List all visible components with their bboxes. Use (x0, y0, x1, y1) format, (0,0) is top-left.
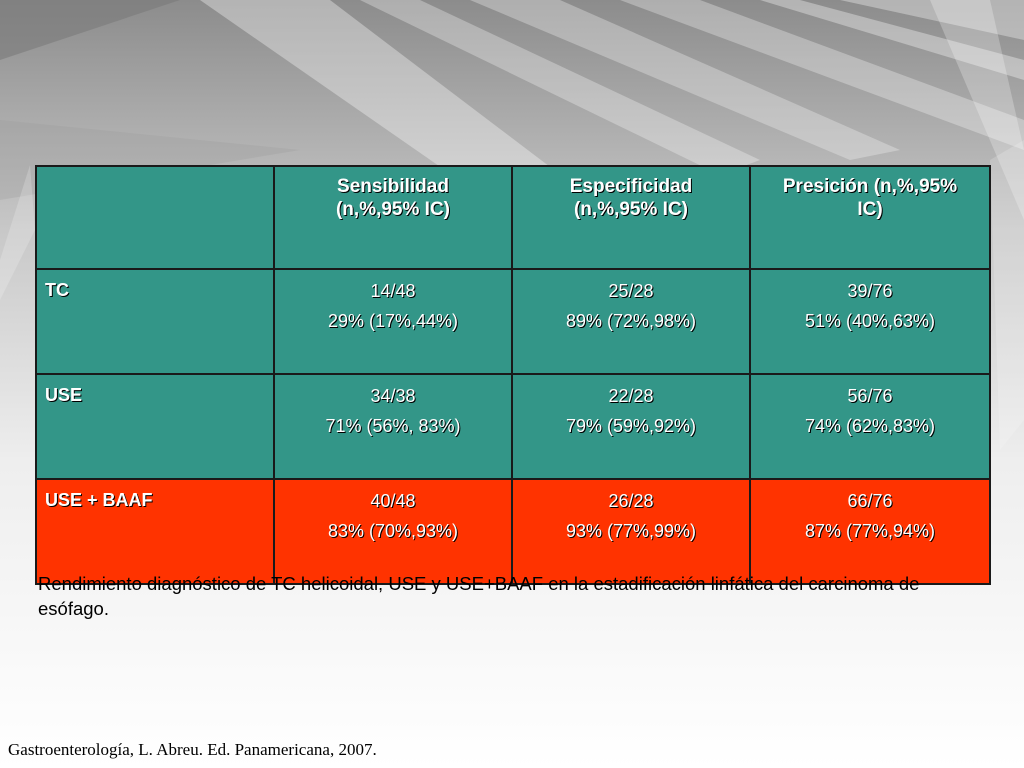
cell-count: 40/48 (370, 491, 416, 511)
cell-especificidad: 26/28 93% (77%,99%) (511, 478, 751, 585)
cell-count: 39/76 (847, 281, 893, 301)
header-empty-cell (35, 165, 275, 270)
row-label: TC (35, 268, 275, 375)
cell-sensibilidad: 34/38 71% (56%, 83%) (273, 373, 513, 480)
cell-percentage: 29% (17%,44%) (327, 311, 459, 331)
cell-percentage: 79% (59%,92%) (565, 416, 697, 436)
cell-percentage: 89% (72%,98%) (565, 311, 697, 331)
cell-count: 56/76 (847, 386, 893, 406)
table-row-use: USE 34/38 71% (56%, 83%) 22/28 79% (59%,… (35, 373, 991, 480)
header-line: IC) (857, 199, 883, 220)
table-caption: Rendimiento diagnóstico de TC helicoidal… (38, 573, 920, 619)
cell-percentage: 74% (62%,83%) (804, 416, 936, 436)
cell-sensibilidad: 14/48 29% (17%,44%) (273, 268, 513, 375)
header-especificidad: Especificidad (n,%,95% IC) (511, 165, 751, 270)
table-header-row: Sensibilidad (n,%,95% IC) Especificidad … (35, 165, 991, 270)
cell-count: 34/38 (370, 386, 416, 406)
header-sensibilidad: Sensibilidad (n,%,95% IC) (273, 165, 513, 270)
cell-presicion: 39/76 51% (40%,63%) (749, 268, 991, 375)
cell-especificidad: 22/28 79% (59%,92%) (511, 373, 751, 480)
header-line: Presición (n,%,95% (782, 176, 958, 197)
cell-presicion: 56/76 74% (62%,83%) (749, 373, 991, 480)
cell-sensibilidad: 40/48 83% (70%,93%) (273, 478, 513, 585)
cell-percentage: 83% (70%,93%) (327, 521, 459, 541)
header-line: Sensibilidad (337, 176, 449, 197)
cell-count: 14/48 (370, 281, 416, 301)
table-row-tc: TC 14/48 29% (17%,44%) 25/28 89% (72%,98… (35, 268, 991, 375)
cell-presicion: 66/76 87% (77%,94%) (749, 478, 991, 585)
header-presicion: Presición (n,%,95% IC) (749, 165, 991, 270)
row-label: USE + BAAF (35, 478, 275, 585)
header-line: (n,%,95% IC) (335, 199, 451, 220)
diagnostic-performance-table: Sensibilidad (n,%,95% IC) Especificidad … (35, 165, 991, 585)
results-table-container: Sensibilidad (n,%,95% IC) Especificidad … (35, 165, 991, 585)
table-row-use-baaf: USE + BAAF 40/48 83% (70%,93%) 26/28 93%… (35, 478, 991, 585)
cell-percentage: 87% (77%,94%) (804, 521, 936, 541)
source-citation: Gastroenterología, L. Abreu. Ed. Panamer… (8, 740, 377, 759)
cell-percentage: 51% (40%,63%) (804, 311, 936, 331)
header-line: Especificidad (569, 176, 693, 197)
cell-count: 22/28 (608, 386, 654, 406)
cell-percentage: 93% (77%,99%) (565, 521, 697, 541)
cell-count: 26/28 (608, 491, 654, 511)
cell-especificidad: 25/28 89% (72%,98%) (511, 268, 751, 375)
row-label: USE (35, 373, 275, 480)
cell-count: 25/28 (608, 281, 654, 301)
header-line: (n,%,95% IC) (573, 199, 689, 220)
cell-percentage: 71% (56%, 83%) (325, 416, 461, 436)
cell-count: 66/76 (847, 491, 893, 511)
